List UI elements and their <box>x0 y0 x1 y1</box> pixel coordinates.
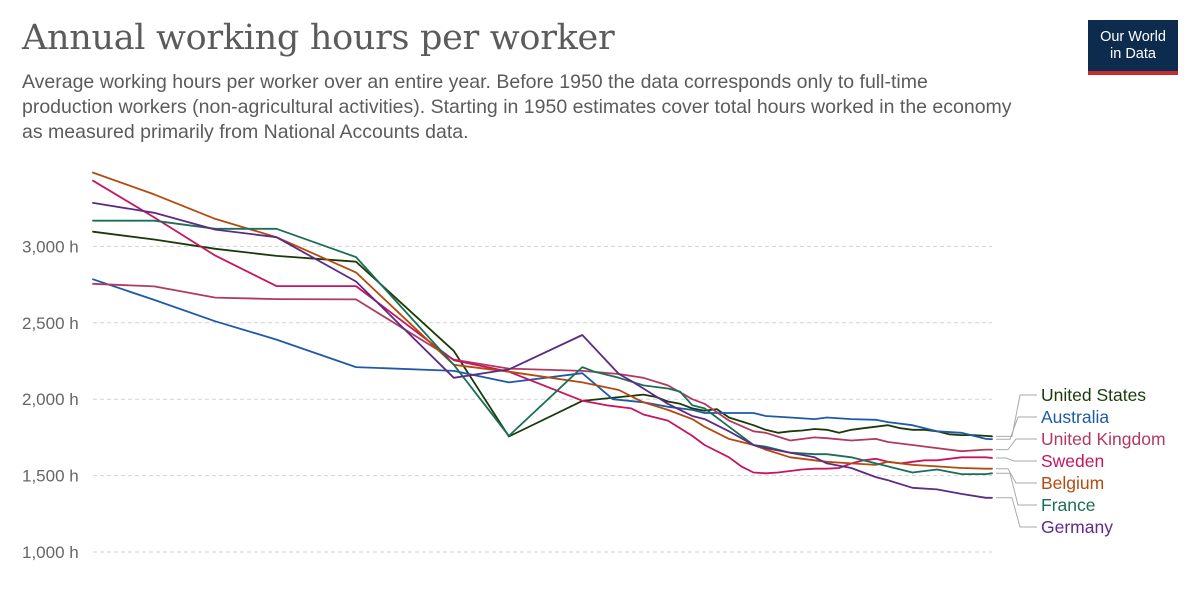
logo-line-2: in Data <box>1110 46 1156 62</box>
gridlines <box>93 245 992 553</box>
legend-label-united-kingdom[interactable]: United Kingdom <box>1041 429 1166 449</box>
y-tick-label: 2,000 h <box>22 390 79 409</box>
chart-title: Annual working hours per worker <box>22 18 615 58</box>
legend-label-sweden[interactable]: Sweden <box>1041 451 1104 471</box>
y-tick-label: 1,000 h <box>22 543 79 562</box>
legend-connector <box>996 416 1037 440</box>
y-tick-label: 1,500 h <box>22 467 79 486</box>
legend-label-united-states[interactable]: United States <box>1041 385 1146 405</box>
logo-line-1: Our World <box>1100 29 1166 45</box>
y-tick-label: 2,500 h <box>22 314 79 333</box>
series-line-belgium[interactable] <box>92 171 993 470</box>
owid-logo[interactable]: Our World in Data <box>1088 20 1178 75</box>
series-line-australia[interactable] <box>92 278 993 441</box>
legend-connector <box>996 472 1037 506</box>
y-tick-label: 3,000 h <box>22 237 79 256</box>
legend-connector <box>996 457 1037 462</box>
legend-connector <box>996 438 1037 451</box>
legend-connector <box>996 468 1037 484</box>
legend-connector <box>996 497 1037 528</box>
legend-label-belgium[interactable]: Belgium <box>1041 473 1104 493</box>
legend-label-australia[interactable]: Australia <box>1041 407 1109 427</box>
series-lines <box>92 171 993 499</box>
legend-label-germany[interactable]: Germany <box>1041 517 1113 537</box>
chart-subtitle: Average working hours per worker over an… <box>22 71 1012 143</box>
series-line-united-states[interactable] <box>92 230 993 438</box>
legend-connector <box>996 394 1037 437</box>
series-line-germany[interactable] <box>92 201 993 499</box>
series-line-united-kingdom[interactable] <box>92 282 993 453</box>
y-axis-ticks: 1,000 h 1,500 h 2,000 h 2,500 h 3,000 h <box>22 237 79 562</box>
series-line-france[interactable] <box>92 219 993 476</box>
legend-label-france[interactable]: France <box>1041 495 1095 515</box>
